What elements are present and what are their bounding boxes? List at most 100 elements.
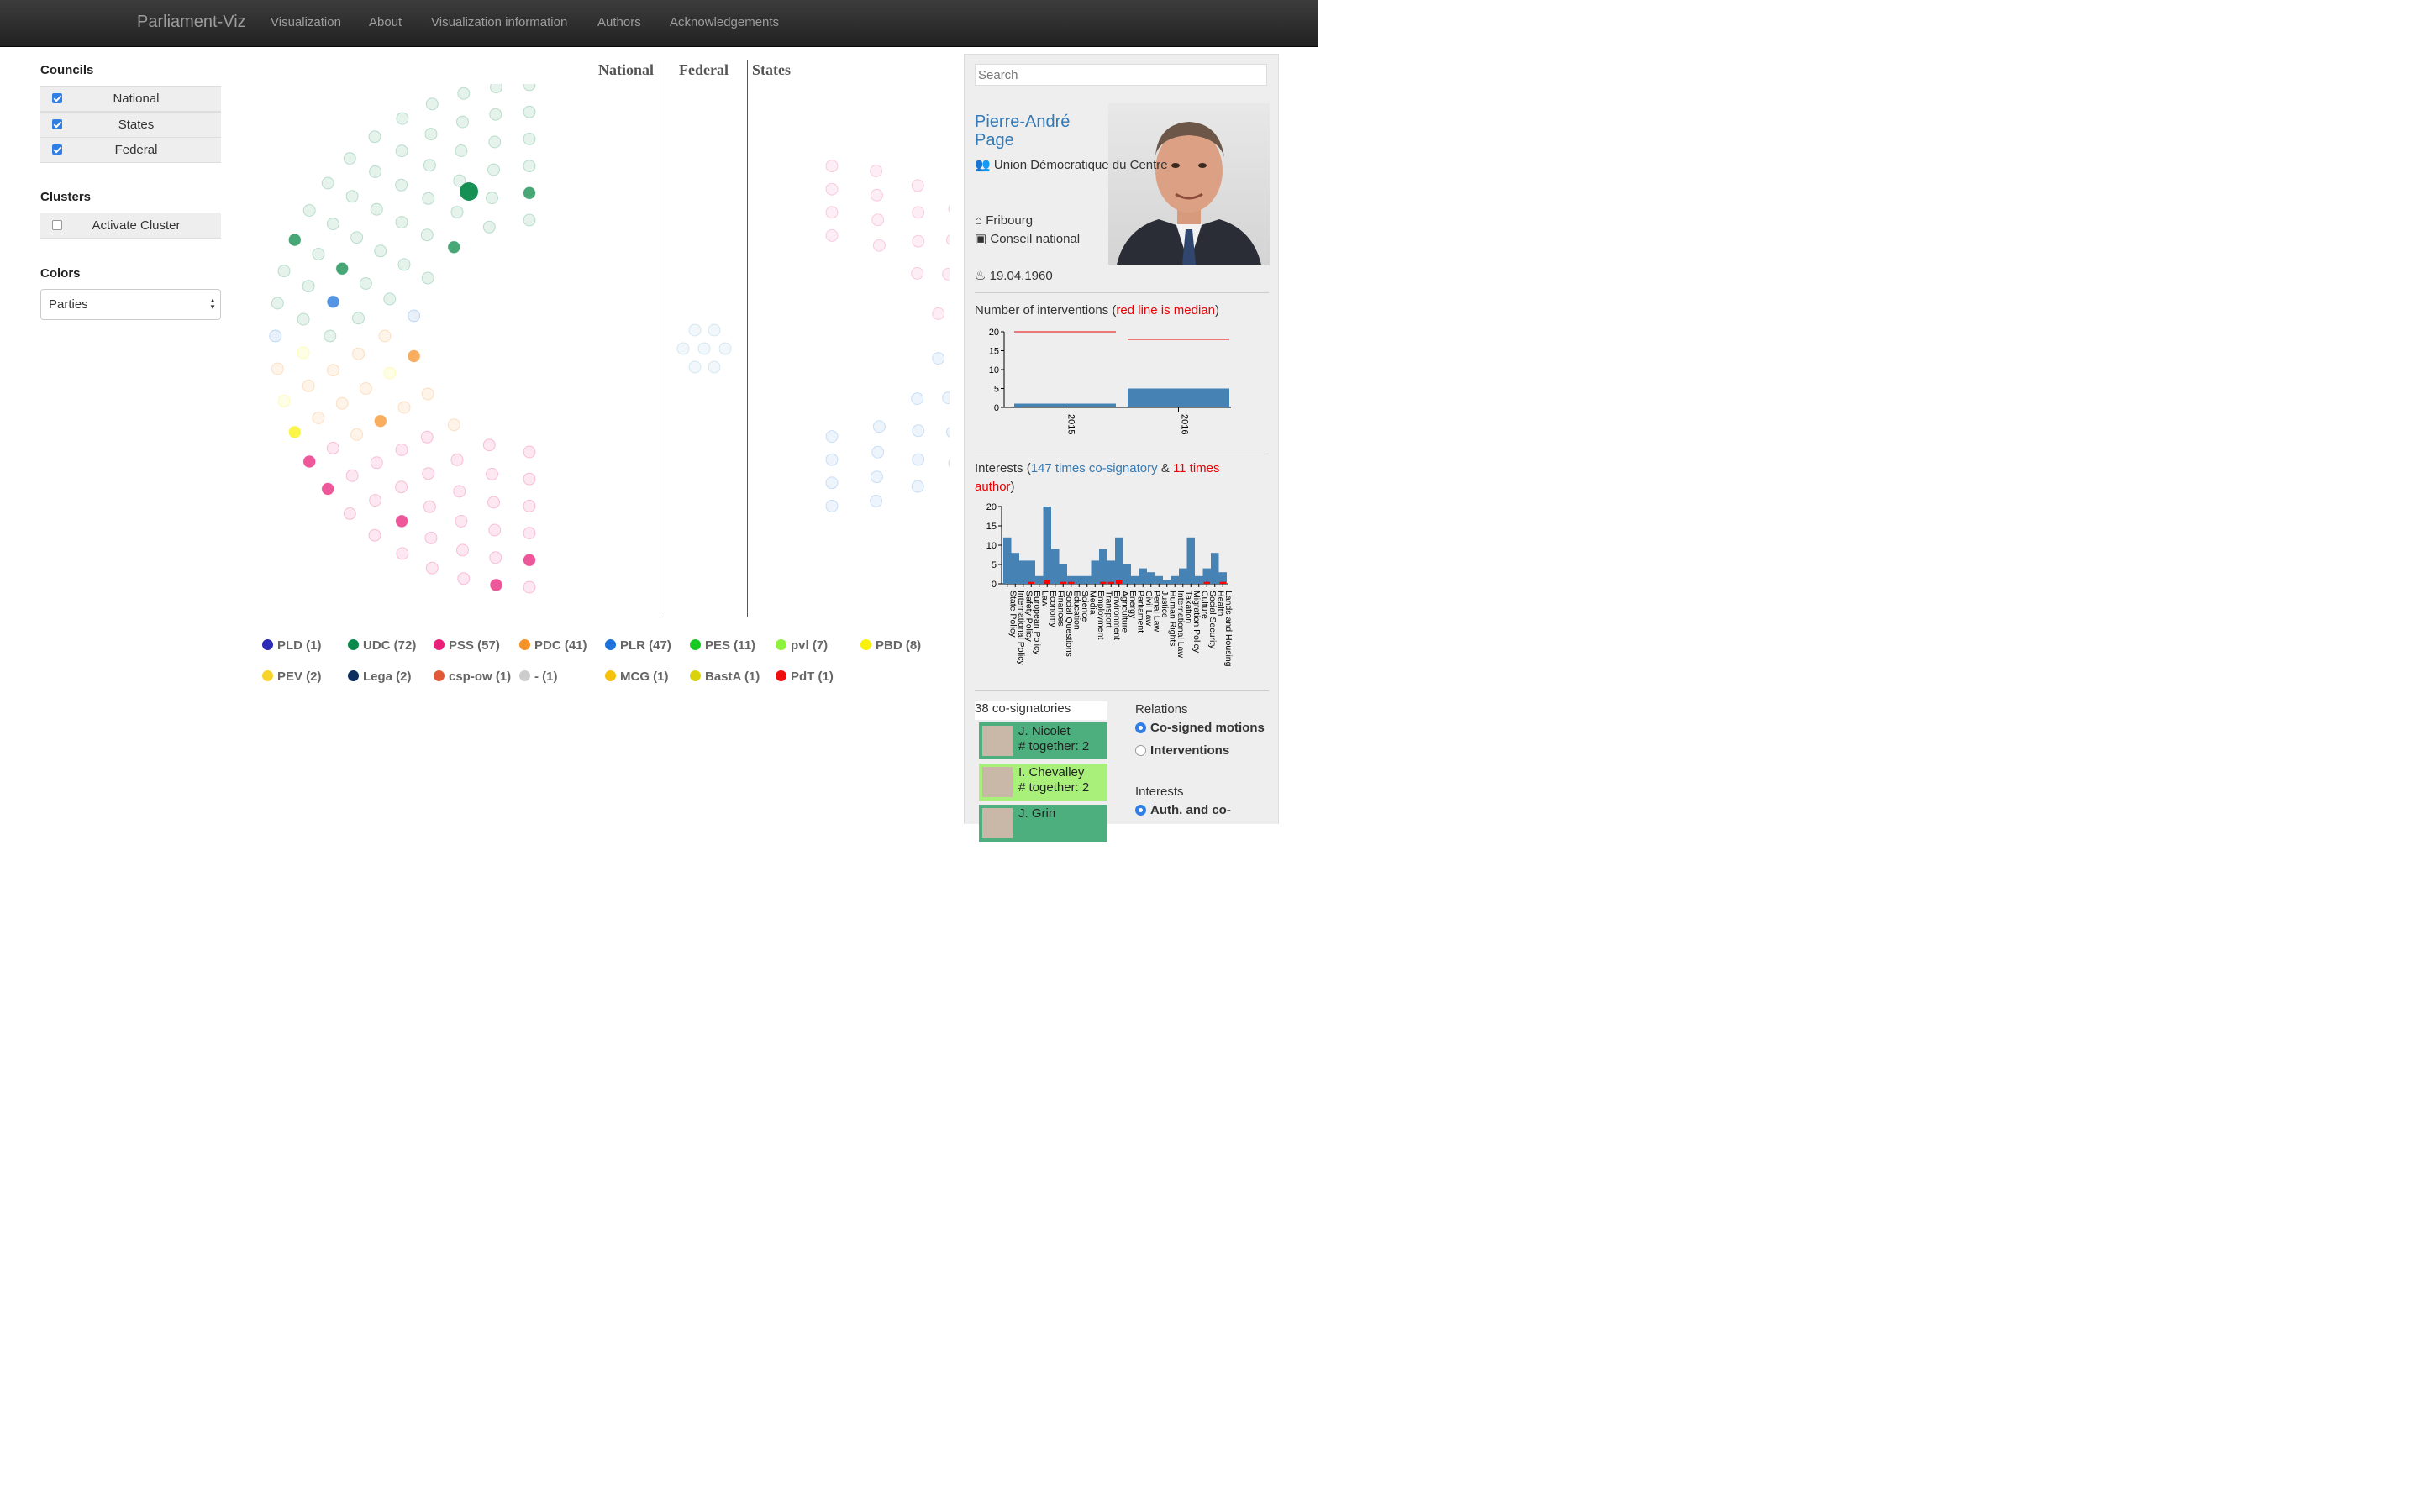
council-states-checkbox[interactable]: States <box>40 112 221 138</box>
bar <box>1091 560 1099 584</box>
seat-dot <box>345 190 359 203</box>
radio-auth-and-co[interactable]: Auth. and co- <box>1135 803 1231 817</box>
seat-dot <box>271 297 284 310</box>
bar <box>1186 537 1195 584</box>
seat-dot <box>489 551 502 564</box>
seat-dot <box>486 192 498 205</box>
header-national: National <box>598 61 655 78</box>
radio-co-signed-motions[interactable]: Co-signed motions <box>1135 721 1265 735</box>
nav-about[interactable]: About <box>369 15 402 29</box>
nav-authors[interactable]: Authors <box>597 15 641 29</box>
seat-dot <box>932 307 945 320</box>
seat-dot <box>523 160 536 173</box>
seat-dot <box>825 499 839 512</box>
seat-dot <box>912 453 925 466</box>
radio-selected-icon[interactable] <box>1135 722 1146 733</box>
person-council: ▣ Conseil national <box>975 232 1081 246</box>
divider <box>975 292 1269 293</box>
person-party: 👥 Union Démocratique du Centre <box>975 158 1168 172</box>
avatar <box>982 767 1013 797</box>
seat-dot <box>870 165 883 177</box>
cosignatory-card[interactable]: J. Grin <box>979 805 1107 842</box>
legend-item[interactable]: PBD (8) <box>860 638 921 653</box>
colors-title: Colors <box>40 266 81 281</box>
legend-item[interactable]: PSS (57) <box>434 638 500 653</box>
legend-item[interactable]: PDC (41) <box>519 638 587 653</box>
legend-item[interactable]: csp-ow (1) <box>434 669 511 684</box>
seat-dot <box>425 97 439 111</box>
nav-acknowledgements[interactable]: Acknowledgements <box>670 15 780 29</box>
seat-dot <box>396 112 409 125</box>
legend-item[interactable]: PES (11) <box>690 638 755 653</box>
legend-item[interactable]: PEV (2) <box>262 669 322 684</box>
legend-item[interactable]: pvl (7) <box>776 638 828 653</box>
seat-dot <box>486 467 498 480</box>
nav-visualization-information[interactable]: Visualization information <box>431 15 568 29</box>
seat-dot <box>946 234 950 246</box>
legend-item[interactable]: PdT (1) <box>776 669 834 684</box>
bar <box>1202 568 1211 584</box>
radio-selected-icon[interactable] <box>1135 805 1146 816</box>
legend-item[interactable]: MCG (1) <box>605 669 669 684</box>
seat-dot <box>825 228 839 242</box>
seat-dot <box>825 160 839 173</box>
seat-dot <box>369 165 382 178</box>
legend-item[interactable]: PLD (1) <box>262 638 322 653</box>
briefcase-icon: ▣ <box>975 232 987 246</box>
checkbox-checked-icon[interactable] <box>52 119 62 129</box>
seat-dot <box>523 499 536 512</box>
seat-dot <box>327 295 339 308</box>
bar <box>1075 575 1083 584</box>
seat-dot <box>321 176 334 190</box>
council-federal-checkbox[interactable]: Federal <box>40 137 221 163</box>
seat-dot <box>676 342 690 355</box>
cosignatory-card[interactable]: J. Nicolet # together: 2 <box>979 722 1107 759</box>
search-input[interactable] <box>975 64 1267 86</box>
cosignatory-card[interactable]: I. Chevalley # together: 2 <box>979 764 1107 801</box>
seat-dot <box>396 547 409 560</box>
seat-dot <box>421 387 434 401</box>
x-tick-label: Parliament <box>1135 591 1145 633</box>
x-tick-label: Lands and Housing <box>1223 591 1234 667</box>
activate-cluster-checkbox[interactable]: Activate Cluster <box>40 213 221 239</box>
seat-dot <box>912 206 925 219</box>
checkbox-unchecked-icon[interactable] <box>52 220 62 230</box>
seat-dot <box>825 476 839 490</box>
council-states-label: States <box>118 118 155 132</box>
legend-item[interactable]: PLR (47) <box>605 638 671 653</box>
seat-dot <box>345 469 359 482</box>
legend-item[interactable]: Lega (2) <box>348 669 412 684</box>
seat-dot <box>697 342 711 355</box>
seat-dot <box>424 128 438 141</box>
legend-item[interactable]: UDC (72) <box>348 638 416 653</box>
legend-item[interactable]: BastA (1) <box>690 669 760 684</box>
seat-dot <box>343 152 356 165</box>
seat-dot <box>450 453 464 466</box>
interests-filter-title: Interests <box>1135 785 1184 799</box>
checkbox-checked-icon[interactable] <box>52 144 62 155</box>
nav-visualization[interactable]: Visualization <box>271 15 341 29</box>
seat-dot <box>523 84 536 92</box>
council-national-checkbox[interactable]: National <box>40 86 221 112</box>
seat-dot <box>370 202 383 216</box>
legend-label: PES (11) <box>705 638 756 653</box>
colors-select[interactable]: Parties ▲ ▼ <box>40 289 221 320</box>
x-tick-label: Economy <box>1048 591 1058 628</box>
seat-dot <box>825 430 839 444</box>
x-tick-label: Human Rights <box>1167 591 1177 647</box>
radio-interventions[interactable]: Interventions <box>1135 743 1229 758</box>
cosignatory-name: J. Nicolet <box>1018 724 1071 738</box>
cosignatory-name: J. Grin <box>1018 806 1056 821</box>
legend-item[interactable]: - (1) <box>519 669 558 684</box>
brand[interactable]: Parliament-Viz <box>137 13 246 31</box>
seat-dot <box>456 543 469 557</box>
bar <box>1195 575 1203 584</box>
radio-unselected-icon[interactable] <box>1135 745 1146 756</box>
bar <box>1067 575 1076 584</box>
seat-dot <box>688 323 702 337</box>
y-tick-label: 20 <box>989 328 999 338</box>
x-tick-label: Social Security <box>1207 591 1218 649</box>
checkbox-checked-icon[interactable] <box>52 93 62 103</box>
x-tick-label: Media <box>1087 591 1097 615</box>
seat-dot <box>383 366 397 380</box>
